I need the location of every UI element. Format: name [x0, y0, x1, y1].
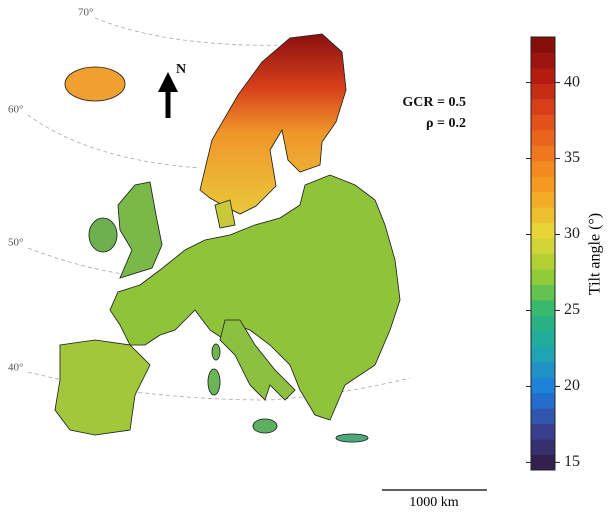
colorbar-tick-label: 35 — [564, 149, 580, 166]
latitude-label: 60° — [8, 104, 23, 116]
colorbar-band — [531, 392, 555, 409]
colorbar-band — [531, 315, 555, 332]
colorbar-label: Tilt angle (°) — [587, 213, 604, 295]
colorbar-tick-label: 25 — [564, 301, 580, 318]
colorbar-frame — [530, 36, 556, 471]
colorbar-band — [531, 83, 555, 100]
colorbar-band — [531, 361, 555, 378]
colorbar-band — [531, 377, 555, 394]
colorbar-band — [531, 346, 555, 363]
colorbar-band — [531, 207, 555, 224]
colorbar-band — [531, 52, 555, 69]
grid-cells — [54, 33, 401, 443]
colorbar-band — [531, 176, 555, 193]
colorbar-band — [531, 299, 555, 316]
colorbar-band — [531, 191, 555, 208]
colorbar-band — [531, 268, 555, 285]
colorbar-band — [531, 454, 555, 471]
north-label: N — [176, 62, 186, 77]
north-arrow-head — [158, 72, 178, 92]
colorbar-band — [531, 284, 555, 301]
latitude-label: 40° — [8, 362, 23, 374]
colorbar — [531, 37, 555, 471]
annotation: GCR = 0.5 — [402, 95, 466, 110]
colorbar-band — [531, 330, 555, 347]
colorbar-band — [531, 423, 555, 440]
colorbar-band — [531, 160, 555, 177]
colorbar-band — [531, 129, 555, 146]
colorbar-band — [531, 98, 555, 115]
colorbar-band — [531, 439, 555, 456]
colorbar-band — [531, 253, 555, 270]
scale-bar-label: 1000 km — [409, 495, 459, 510]
latitude-label: 70° — [78, 7, 93, 19]
colorbar-tick-label: 40 — [564, 73, 580, 90]
colorbar-tick-label: 20 — [564, 377, 580, 394]
latitude-label: 50° — [8, 237, 23, 249]
colorbar-band — [531, 145, 555, 162]
colorbar-tick-label: 15 — [564, 453, 580, 470]
annotation: ρ = 0.2 — [426, 116, 466, 131]
colorbar-band — [531, 408, 555, 425]
colorbar-band — [531, 238, 555, 254]
colorbar-band — [531, 67, 555, 84]
colorbar-tick-label: 30 — [564, 225, 580, 242]
colorbar-band — [531, 37, 555, 53]
colorbar-band — [531, 222, 555, 239]
colorbar-band — [531, 114, 555, 131]
